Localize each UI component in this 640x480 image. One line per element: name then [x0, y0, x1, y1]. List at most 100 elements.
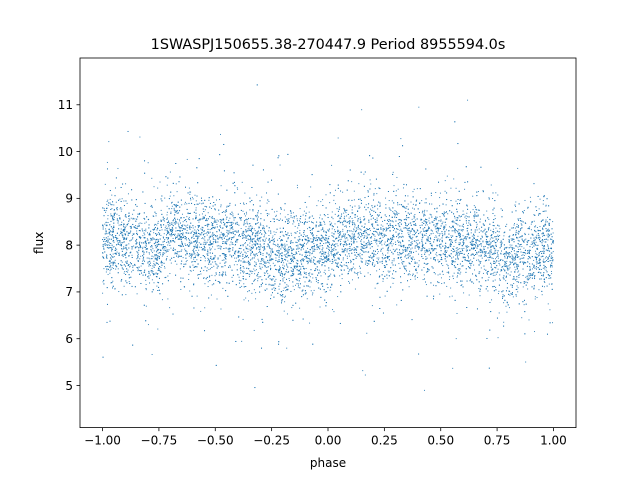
data-point	[246, 261, 248, 263]
data-point	[292, 268, 294, 270]
data-point	[360, 232, 362, 234]
data-point	[429, 241, 431, 243]
data-point	[186, 203, 188, 205]
data-point	[492, 198, 494, 200]
data-point	[325, 260, 327, 262]
data-point	[478, 231, 480, 233]
data-point	[126, 244, 128, 246]
data-point	[111, 267, 113, 269]
data-point	[410, 248, 412, 250]
data-point	[125, 225, 127, 227]
data-point	[426, 250, 428, 252]
data-point	[208, 231, 210, 233]
data-point	[442, 221, 444, 223]
data-point	[466, 250, 468, 252]
data-point	[123, 219, 125, 221]
data-point	[290, 215, 292, 217]
data-point	[161, 299, 163, 301]
data-point	[535, 241, 537, 243]
data-point	[534, 230, 536, 232]
data-point	[515, 229, 517, 231]
data-point	[377, 245, 379, 247]
data-point	[406, 229, 408, 231]
data-point	[477, 191, 479, 193]
data-point	[204, 214, 206, 216]
data-point	[159, 252, 161, 254]
data-point	[110, 215, 112, 217]
data-point	[188, 239, 190, 241]
data-point	[490, 264, 492, 266]
data-point	[498, 312, 500, 314]
data-point	[192, 264, 194, 266]
data-point	[484, 253, 486, 255]
data-point	[319, 238, 321, 240]
data-point	[324, 238, 326, 240]
data-point	[166, 231, 168, 233]
data-point	[286, 269, 288, 271]
data-point	[374, 188, 376, 190]
data-point	[238, 235, 240, 237]
data-point	[114, 288, 116, 290]
data-point	[253, 280, 255, 282]
data-point	[269, 278, 271, 280]
data-point	[315, 280, 317, 282]
data-point	[458, 254, 460, 256]
data-point	[482, 190, 484, 192]
data-point	[139, 136, 141, 138]
data-point	[290, 232, 292, 234]
data-point	[480, 255, 482, 257]
data-point	[296, 245, 298, 247]
data-point	[291, 242, 293, 244]
data-point	[458, 232, 460, 234]
data-point	[489, 247, 491, 249]
data-point	[253, 268, 255, 270]
data-point	[139, 241, 141, 243]
data-point	[201, 213, 203, 215]
data-point	[466, 222, 467, 224]
data-point	[544, 261, 546, 263]
data-point	[178, 256, 180, 258]
data-point	[402, 240, 404, 242]
data-point	[196, 231, 198, 233]
data-point	[547, 239, 549, 241]
data-point	[192, 227, 194, 229]
data-point	[141, 260, 143, 262]
data-point	[123, 247, 125, 249]
data-point	[309, 255, 311, 257]
data-point	[239, 202, 241, 204]
data-point	[473, 282, 475, 284]
data-point	[245, 211, 247, 213]
data-point	[472, 195, 474, 197]
data-point	[512, 278, 514, 280]
data-point	[192, 249, 194, 251]
data-point	[481, 249, 483, 251]
data-point	[104, 245, 106, 247]
data-point	[128, 218, 130, 220]
data-point	[180, 246, 182, 248]
data-point	[244, 256, 246, 258]
data-point	[319, 221, 321, 223]
data-point	[424, 230, 426, 232]
data-point	[119, 240, 121, 242]
data-point	[405, 247, 407, 249]
data-point	[552, 221, 554, 223]
data-point	[540, 256, 542, 258]
data-point	[225, 258, 227, 260]
data-point	[242, 233, 244, 235]
data-point	[517, 243, 519, 245]
data-point	[494, 266, 496, 268]
data-point	[219, 262, 221, 264]
data-point	[439, 238, 441, 240]
data-point	[235, 241, 237, 243]
data-point	[488, 218, 490, 220]
data-point	[147, 324, 149, 326]
data-point	[102, 255, 104, 257]
data-point	[185, 221, 187, 223]
data-point	[261, 260, 263, 262]
data-point	[284, 301, 286, 303]
data-point	[240, 251, 242, 253]
data-point	[106, 254, 108, 256]
data-point	[294, 254, 296, 256]
data-point	[281, 259, 283, 261]
data-point	[351, 217, 353, 219]
